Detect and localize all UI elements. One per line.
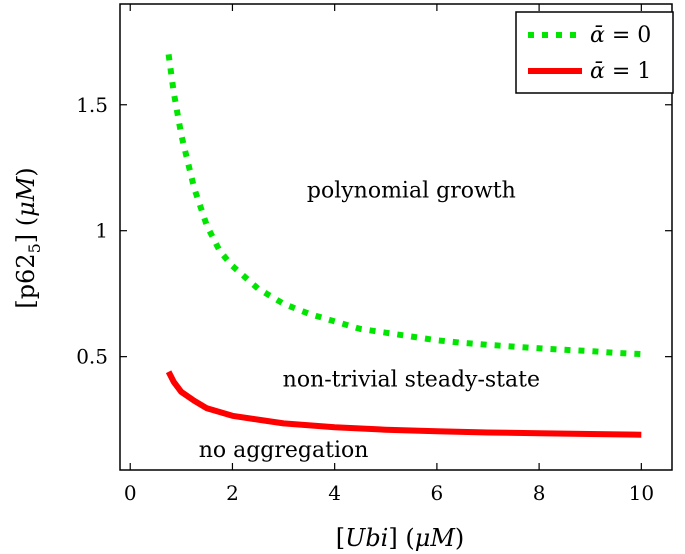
y-tick-label: 1 — [95, 219, 108, 243]
legend-box — [515, 11, 674, 94]
x-tick-label: 4 — [328, 481, 341, 505]
annotation-2: no aggregation — [199, 438, 369, 463]
plot-area — [119, 3, 673, 471]
series-group — [165, 53, 642, 438]
x-tick-label: 0 — [124, 481, 137, 505]
annotations: polynomial growth non-trivial steady-stat… — [199, 178, 540, 462]
x-tick-label: 10 — [629, 481, 654, 505]
plot-frame — [119, 3, 673, 471]
series-line-0 — [165, 53, 642, 358]
x-axis-title: [Ubi] (μM) — [336, 524, 465, 552]
legend: ᾱ = 0 ᾱ = 1 — [515, 11, 674, 94]
annotation-0: polynomial growth — [307, 178, 516, 203]
annotation-1: non-trivial steady-state — [283, 367, 540, 392]
legend-label-series-0: ᾱ = 0 — [590, 23, 651, 48]
y-axis-title: [p625] (μM) — [12, 167, 44, 308]
x-tick-label: 6 — [431, 481, 444, 505]
legend-label-series-1: ᾱ = 1 — [590, 59, 651, 84]
axis-ticks: 0 2 4 6 8 10 0.5 1 1.5 — [76, 4, 672, 505]
x-tick-label: 2 — [226, 481, 239, 505]
y-tick-label: 1.5 — [76, 93, 108, 117]
y-tick-label: 0.5 — [76, 345, 108, 369]
series-line-1 — [165, 370, 642, 438]
x-tick-label: 8 — [533, 481, 546, 505]
